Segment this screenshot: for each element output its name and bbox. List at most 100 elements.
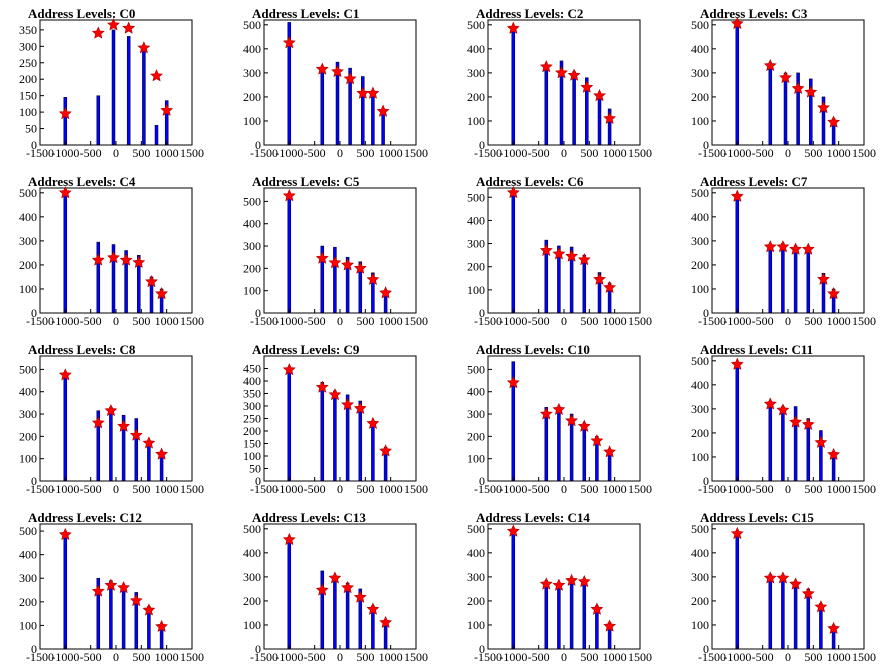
star-marker bbox=[343, 72, 357, 85]
y-tick-label: 400 bbox=[467, 213, 485, 227]
plot-frame bbox=[711, 187, 865, 314]
x-tick-label: 500 bbox=[804, 146, 822, 160]
x-tick-label: -1000 bbox=[499, 650, 527, 664]
star-marker bbox=[827, 287, 841, 300]
star-marker bbox=[817, 100, 830, 114]
y-tick-label: 500 bbox=[243, 18, 261, 32]
y-tick-label: 500 bbox=[691, 18, 709, 32]
chart-panel-c0: 0 50 100 150 200 250 300 350 -1500 -1000 -500 0 500 1… bbox=[0, 0, 224, 168]
star-marker bbox=[776, 403, 790, 416]
star-marker bbox=[593, 272, 606, 285]
chart-plot-c0: 0 50 100 150 200 250 300 350 -1500-1000 -500 0 500 1… bbox=[19, 18, 204, 160]
star-marker bbox=[776, 571, 790, 584]
y-tick-label: 500 bbox=[467, 18, 485, 32]
star-marker bbox=[506, 524, 520, 537]
star-marker bbox=[315, 251, 329, 264]
star-marker bbox=[555, 66, 568, 79]
bar bbox=[287, 368, 292, 482]
x-tick-label: 1500 bbox=[180, 482, 204, 496]
chart-title: Address Levels: C13 bbox=[252, 510, 366, 525]
y-tick-label: 200 bbox=[243, 261, 261, 275]
bar bbox=[735, 194, 740, 314]
bar bbox=[806, 246, 811, 314]
star-marker bbox=[565, 249, 578, 262]
y-tick-label: 200 bbox=[691, 90, 709, 104]
x-tick-label: -1500 bbox=[250, 650, 278, 664]
bar bbox=[63, 373, 68, 482]
y-tick-label: 300 bbox=[691, 66, 709, 80]
x-tick-label: -1500 bbox=[26, 314, 54, 328]
star-marker bbox=[789, 577, 802, 590]
x-tick-label: -1500 bbox=[698, 482, 726, 496]
bar bbox=[345, 582, 350, 650]
y-tick-label: 300 bbox=[243, 570, 261, 584]
star-marker bbox=[827, 621, 841, 634]
y-tick-label: 250 bbox=[243, 412, 261, 426]
star-marker bbox=[117, 580, 131, 594]
chart-plot-c15: 0 100 200 300 400 500 -1500-1000 -500 0 500 1000 15… bbox=[691, 522, 876, 664]
star-marker bbox=[590, 434, 604, 447]
star-marker bbox=[91, 584, 105, 597]
y-tick-label: 350 bbox=[19, 23, 37, 37]
x-tick-label: 1000 bbox=[379, 482, 403, 496]
x-tick-label: 500 bbox=[356, 314, 374, 328]
y-tick-label: 300 bbox=[467, 66, 485, 80]
star-marker bbox=[341, 258, 354, 271]
y-tick-label: 300 bbox=[19, 234, 37, 248]
bar bbox=[154, 125, 159, 146]
chart-title: Address Levels: C4 bbox=[28, 174, 136, 189]
y-tick-label: 300 bbox=[467, 407, 485, 421]
chart-panel-c2: 0 100 200 300 400 500 -1500 -1000 -500 0 500 1000 15… bbox=[448, 0, 672, 168]
chart-panel-c6: 0 100 200 300 400 500 -1500 -1000 -500 0 500 1000 15… bbox=[448, 168, 672, 336]
plot-frame bbox=[263, 355, 417, 482]
star-marker bbox=[104, 403, 118, 417]
x-tick-label: 1000 bbox=[155, 146, 179, 160]
y-tick-label: 300 bbox=[19, 39, 37, 53]
x-tick-label: 1000 bbox=[827, 482, 851, 496]
star-marker bbox=[379, 615, 393, 628]
chart-plot-c6: 0 100 200 300 400 500 -1500-1000 -500 0 500 1000 15… bbox=[467, 185, 652, 328]
y-tick-label: 100 bbox=[467, 452, 485, 466]
bar bbox=[781, 243, 785, 314]
star-marker bbox=[155, 619, 168, 632]
bar bbox=[511, 26, 516, 146]
bar bbox=[96, 241, 101, 314]
star-marker bbox=[137, 41, 151, 54]
star-marker bbox=[117, 419, 130, 432]
x-tick-label: 0 bbox=[561, 482, 567, 496]
star-marker bbox=[328, 388, 342, 401]
star-marker bbox=[282, 363, 296, 376]
bar bbox=[63, 533, 68, 650]
chart-plot-c8: 0 100 200 300 400 500 -1500-1000 -500 0 500 1000 15… bbox=[19, 355, 204, 496]
star-marker bbox=[91, 26, 105, 39]
plot-frame bbox=[711, 19, 865, 146]
chart-panel-c13: 0 100 200 300 400 500 -1500 -1000 -500 0 500 1000 15… bbox=[224, 504, 448, 672]
y-tick-label: 0 bbox=[255, 138, 261, 152]
chart-plot-c14: 0 100 200 300 400 500 -1500-1000 -500 0 500 1000 15… bbox=[467, 522, 652, 664]
star-marker bbox=[539, 407, 553, 420]
y-tick-label: 200 bbox=[467, 594, 485, 608]
star-marker bbox=[577, 253, 591, 266]
bar bbox=[569, 577, 574, 650]
x-tick-label: -500 bbox=[752, 482, 774, 496]
star-marker bbox=[730, 16, 744, 30]
x-tick-label: 500 bbox=[132, 146, 150, 160]
y-tick-label: 0 bbox=[479, 642, 485, 656]
chart-panel-c4: 0 100 200 300 400 500 -1500 -1000 -500 0 500 1000 15… bbox=[0, 168, 224, 336]
x-tick-label: 0 bbox=[561, 314, 567, 328]
x-tick-label: -1500 bbox=[250, 482, 278, 496]
x-tick-label: 0 bbox=[113, 314, 119, 328]
chart-title: Address Levels: C1 bbox=[252, 6, 360, 21]
chart-title: Address Levels: C9 bbox=[252, 342, 360, 357]
y-tick-label: 100 bbox=[467, 283, 485, 297]
bar bbox=[371, 420, 375, 482]
chart-title: Address Levels: C10 bbox=[476, 342, 590, 357]
x-tick-label: 500 bbox=[356, 482, 374, 496]
x-tick-label: 500 bbox=[580, 146, 598, 160]
bar bbox=[557, 582, 561, 650]
bar bbox=[320, 71, 325, 146]
x-tick-label: 0 bbox=[785, 146, 791, 160]
x-tick-label: 0 bbox=[113, 482, 119, 496]
x-tick-label: 500 bbox=[132, 482, 150, 496]
star-marker bbox=[155, 447, 168, 460]
